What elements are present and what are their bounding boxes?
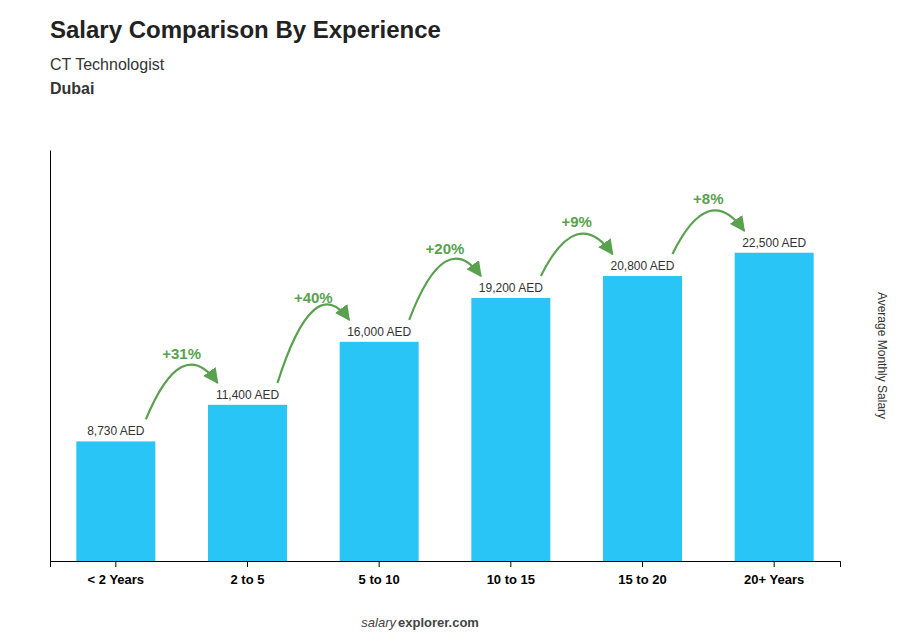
data-label: 11,400 AED bbox=[216, 388, 279, 402]
data-labels: 8,730 AED 11,400 AED 16,000 AED 19,200 AED 2… bbox=[87, 236, 806, 439]
x-tick-mark bbox=[379, 561, 380, 567]
change-arrow bbox=[673, 210, 745, 254]
footer: explorer.com bbox=[398, 615, 479, 630]
change-label: +8% bbox=[693, 190, 723, 207]
data-label: 16,000 AED bbox=[347, 325, 411, 339]
x-tick: 20+ Years bbox=[744, 561, 804, 587]
x-tick-mark bbox=[642, 561, 643, 567]
bar bbox=[76, 441, 155, 561]
x-tick-mark bbox=[247, 561, 248, 567]
bar bbox=[735, 253, 814, 561]
x-tick-mark bbox=[510, 561, 511, 567]
change-label: +9% bbox=[561, 213, 591, 230]
x-tick-label: 5 to 10 bbox=[359, 572, 400, 587]
subtitle: Dubai bbox=[50, 80, 94, 97]
subtitle: CT Technologist bbox=[50, 56, 165, 73]
bars bbox=[76, 253, 813, 561]
y-axis bbox=[50, 151, 51, 562]
bar bbox=[340, 342, 419, 561]
bar bbox=[603, 276, 682, 561]
change-annotations: +31% +40% +20% +9% +8% bbox=[146, 190, 744, 420]
change-arrow bbox=[146, 365, 218, 420]
bar bbox=[471, 298, 550, 561]
x-tick: 15 to 20 bbox=[618, 561, 666, 587]
title: Salary Comparison By Experience bbox=[50, 16, 441, 43]
x-tick-label: < 2 Years bbox=[88, 572, 145, 587]
data-label: 19,200 AED bbox=[479, 281, 543, 295]
change-arrow bbox=[409, 259, 481, 320]
change-arrow bbox=[278, 304, 350, 382]
x-tick: 2 to 5 bbox=[231, 561, 265, 587]
change-label: +40% bbox=[294, 289, 333, 306]
x-tick: 5 to 10 bbox=[359, 561, 400, 587]
x-tick-label: 20+ Years bbox=[744, 572, 804, 587]
change-label: +31% bbox=[162, 345, 201, 362]
x-tick-mark bbox=[115, 561, 116, 567]
footer: salary bbox=[361, 615, 397, 630]
x-tick: 10 to 15 bbox=[487, 561, 535, 587]
data-label: 8,730 AED bbox=[87, 424, 145, 438]
bar bbox=[208, 405, 287, 561]
x-axis: < 2 Years 2 to 5 5 to 10 10 to 15 15 to 20 20… bbox=[51, 561, 841, 587]
data-label: 20,800 AED bbox=[610, 259, 674, 273]
x-tick-label: 2 to 5 bbox=[231, 572, 265, 587]
x-axis-line bbox=[51, 562, 841, 568]
y-axis-line bbox=[50, 151, 51, 562]
chart: Salary Comparison By Experience CT Techno… bbox=[0, 0, 900, 641]
x-tick-label: 15 to 20 bbox=[618, 572, 666, 587]
x-tick: < 2 Years bbox=[88, 561, 145, 587]
change-label: +20% bbox=[426, 240, 465, 257]
x-tick-label: 10 to 15 bbox=[487, 572, 535, 587]
change-arrow bbox=[541, 234, 613, 276]
data-label: 22,500 AED bbox=[742, 236, 806, 250]
y-axis-label: Average Monthly Salary bbox=[875, 292, 889, 419]
x-tick-mark bbox=[774, 561, 775, 567]
